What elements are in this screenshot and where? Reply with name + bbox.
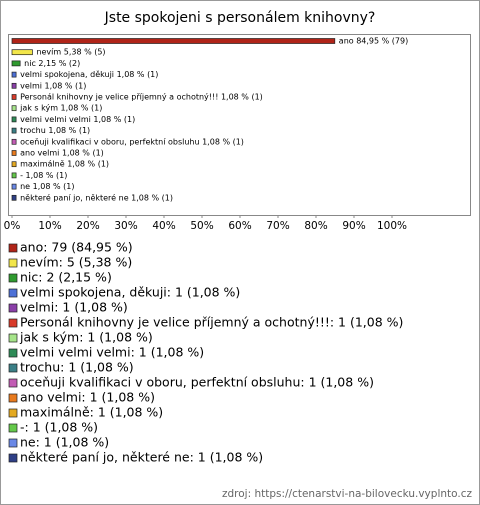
bar — [11, 138, 17, 145]
bar — [11, 150, 17, 156]
x-tick-label: 100% — [377, 220, 407, 232]
data-label: trochu 1,08 % (1) — [20, 126, 90, 135]
data-label: ano 84,95 % (79) — [339, 37, 408, 46]
legend-label: velmi: 1 (1,08 %) — [20, 300, 128, 315]
x-tick-label: 40% — [152, 220, 175, 232]
data-label: ano velmi 1,08 % (1) — [20, 149, 104, 158]
chart-title: Jste spokojeni s personálem knihovny? — [104, 10, 376, 26]
data-label: ne 1,08 % (1) — [20, 182, 74, 191]
data-label: velmi 1,08 % (1) — [20, 81, 86, 90]
data-label: nevím 5,38 % (5) — [36, 48, 105, 57]
legend-label: jak s kým: 1 (1,08 %) — [19, 330, 153, 345]
x-tick-label: 10% — [38, 220, 61, 232]
data-label: jak s kým 1,08 % (1) — [19, 104, 102, 113]
x-tick-label: 50% — [190, 220, 213, 232]
legend-swatch — [8, 348, 18, 358]
bar — [11, 172, 17, 179]
data-label: některé paní jo, některé ne 1,08 % (1) — [20, 192, 173, 202]
data-label: - 1,08 % (1) — [20, 171, 67, 180]
x-tick-label: 20% — [76, 220, 99, 232]
bar — [11, 82, 17, 89]
bar — [11, 38, 336, 44]
legend-swatch — [8, 393, 18, 403]
legend-label: trochu: 1 (1,08 %) — [20, 360, 134, 375]
bar — [11, 49, 33, 56]
legend-swatch — [8, 258, 18, 268]
legend-label: velmi velmi velmi: 1 (1,08 %) — [20, 345, 204, 360]
legend-swatch — [8, 363, 18, 373]
legend-swatch — [8, 333, 18, 343]
legend-label: nevím: 5 (5,38 %) — [20, 255, 132, 270]
data-label: velmi spokojena, děkuji 1,08 % (1) — [20, 70, 158, 79]
legend-label: ne: 1 (1,08 %) — [20, 435, 109, 450]
legend-swatch — [8, 318, 18, 328]
x-tick-label: 80% — [304, 220, 327, 232]
data-label: Personál knihovny je velice příjemný a o… — [20, 93, 263, 102]
legend-label: oceňuji kvalifikaci v oboru, perfektní o… — [20, 375, 374, 390]
legend-label: ano: 79 (84,95 %) — [20, 240, 133, 255]
legend-label: některé paní jo, některé ne: 1 (1,08 %) — [20, 450, 263, 465]
bar — [11, 105, 17, 112]
x-tick-label: 30% — [114, 220, 137, 232]
x-tick-label: 0% — [4, 220, 21, 232]
legend-label: nic: 2 (2,15 %) — [20, 270, 112, 285]
legend-swatch — [8, 378, 18, 388]
data-label: maximálně 1,08 % (1) — [20, 160, 109, 169]
legend-label: velmi spokojena, děkuji: 1 (1,08 %) — [20, 285, 240, 300]
legend-swatch — [8, 288, 18, 298]
legend-label: ano velmi: 1 (1,08 %) — [20, 390, 155, 405]
data-label: velmi velmi velmi 1,08 % (1) — [20, 115, 135, 124]
bar — [11, 161, 17, 168]
legend-label: Personál knihovny je velice příjemný a o… — [20, 315, 403, 330]
legend-swatch — [8, 243, 18, 253]
bar — [11, 60, 21, 67]
bar — [11, 94, 17, 100]
legend-swatch — [8, 453, 18, 463]
legend-label: maximálně: 1 (1,08 %) — [20, 405, 163, 420]
bar — [11, 71, 17, 78]
bar — [11, 116, 17, 123]
legend-label: -: 1 (1,08 %) — [20, 420, 98, 435]
bar — [11, 127, 17, 134]
x-tick-label: 60% — [228, 220, 251, 232]
data-label: nic 2,15 % (2) — [24, 59, 80, 68]
legend-swatch — [8, 303, 18, 313]
x-tick-label: 90% — [342, 220, 365, 232]
legend-swatch — [8, 273, 18, 283]
legend-swatch — [8, 438, 18, 448]
legend-swatch — [8, 423, 18, 433]
x-tick-label: 70% — [266, 220, 289, 232]
source: zdroj: https://ctenarstvi-na-bilovecku.v… — [222, 488, 473, 500]
bar — [11, 183, 17, 190]
data-label: oceňuji kvalifikaci v oboru, perfektní o… — [20, 136, 244, 146]
bar — [11, 194, 17, 201]
legend-swatch — [8, 408, 18, 418]
